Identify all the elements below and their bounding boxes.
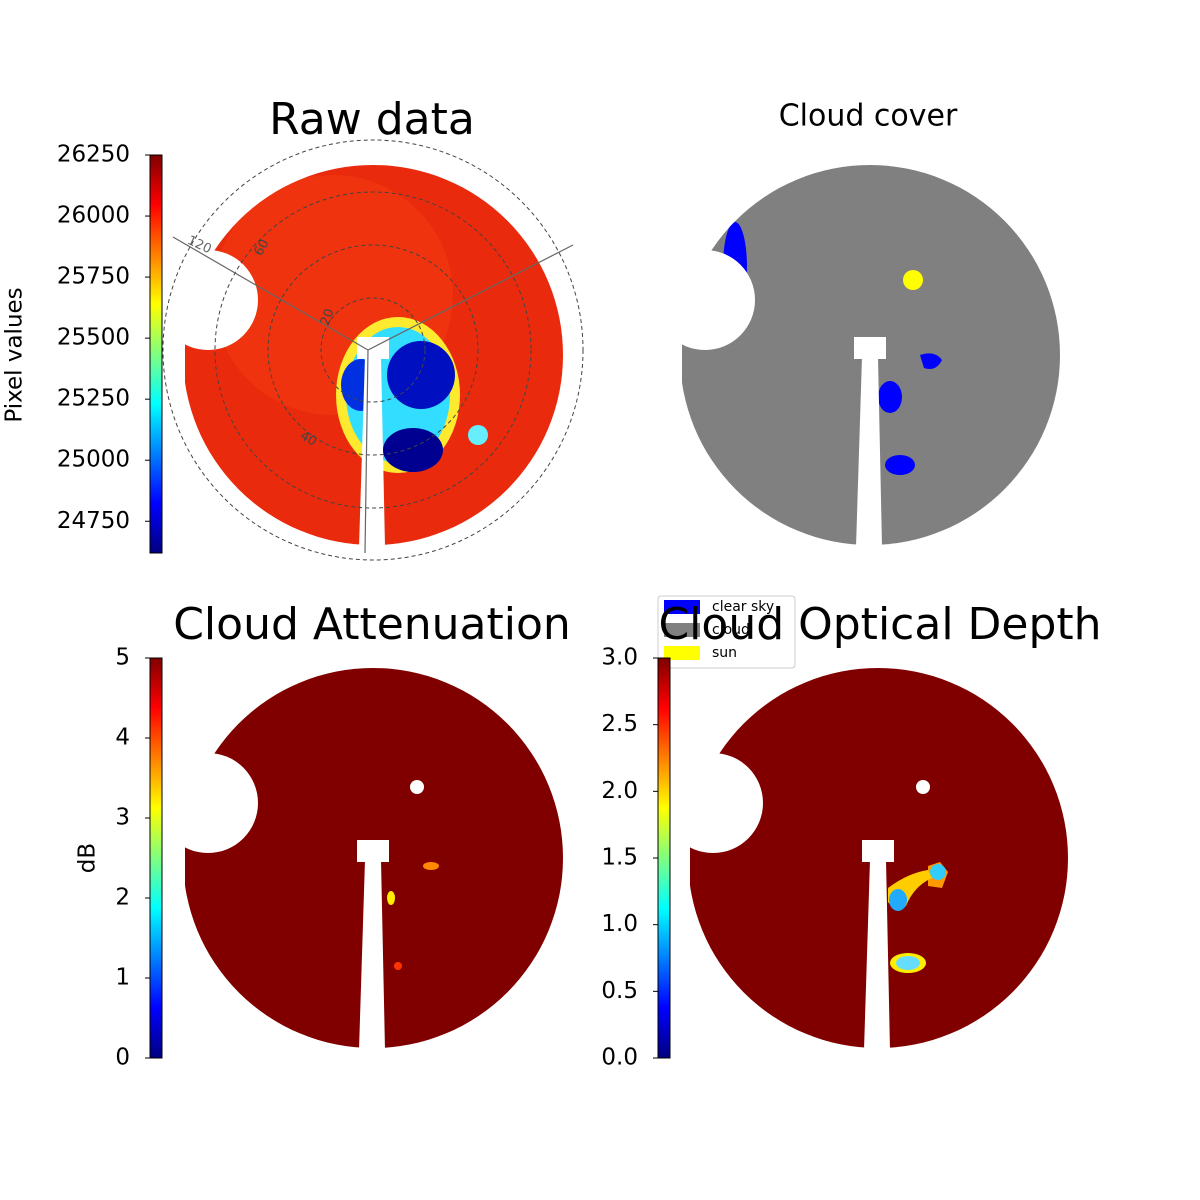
colorbar-tick-label: 5 xyxy=(115,645,130,671)
polar-label: 60 xyxy=(252,237,273,259)
panel-title: Cloud Optical Depth xyxy=(658,599,1101,650)
colorbar-tick-label: 25500 xyxy=(57,325,130,351)
colorbar-tick-label: 26000 xyxy=(57,203,130,229)
colorbar-label: Pixel values xyxy=(2,287,28,422)
colorbar-tick-label: 1.0 xyxy=(601,911,638,937)
colorbar-tick-label: 2.0 xyxy=(601,778,638,804)
legend-swatch xyxy=(664,600,700,614)
colorbar-tick-label: 0 xyxy=(115,1045,130,1071)
colorbar-tick-label: 1.5 xyxy=(601,845,638,871)
colorbar-tick-label: 2 xyxy=(115,885,130,911)
legend-label: clear sky xyxy=(712,599,774,615)
colorbar-tick-label: 1 xyxy=(115,965,130,991)
colorbar-tick-label: 26250 xyxy=(57,142,130,168)
legend: clear sky cloud sun xyxy=(657,595,796,669)
attenuation-image xyxy=(158,668,563,1050)
panel-title: Raw data xyxy=(269,94,475,145)
optical-depth-image xyxy=(663,668,1068,1050)
colorbar-tick-label: 0.0 xyxy=(601,1045,638,1071)
colorbar-label: dB xyxy=(75,843,101,873)
colorbar-tick-label: 2.5 xyxy=(601,711,638,737)
colorbar xyxy=(149,657,163,1059)
legend-label: sun xyxy=(712,645,737,661)
polar-label: 40 xyxy=(297,429,319,450)
colorbar-tick-label: 4 xyxy=(115,725,130,751)
panel-title: Cloud cover xyxy=(779,99,958,134)
colorbar-tick-label: 3.0 xyxy=(601,645,638,671)
legend-swatch xyxy=(664,623,700,637)
colorbar xyxy=(657,657,671,1059)
legend-swatch xyxy=(664,646,700,660)
sky-image: 120 60 20 40 xyxy=(158,139,584,561)
colorbar-tick-label: 25250 xyxy=(57,386,130,412)
colorbar-tick-label: 0.5 xyxy=(601,978,638,1004)
colorbar-tick-label: 25750 xyxy=(57,264,130,290)
legend-label: cloud xyxy=(712,622,750,638)
colorbar-tick-label: 3 xyxy=(115,805,130,831)
panel-title: Cloud Attenuation xyxy=(173,599,571,650)
colorbar xyxy=(149,154,163,554)
cloud-mask-image xyxy=(655,165,1060,547)
colorbar-tick-label: 24750 xyxy=(57,508,130,534)
polar-label: 20 xyxy=(318,307,338,328)
colorbar-tick-label: 25000 xyxy=(57,447,130,473)
